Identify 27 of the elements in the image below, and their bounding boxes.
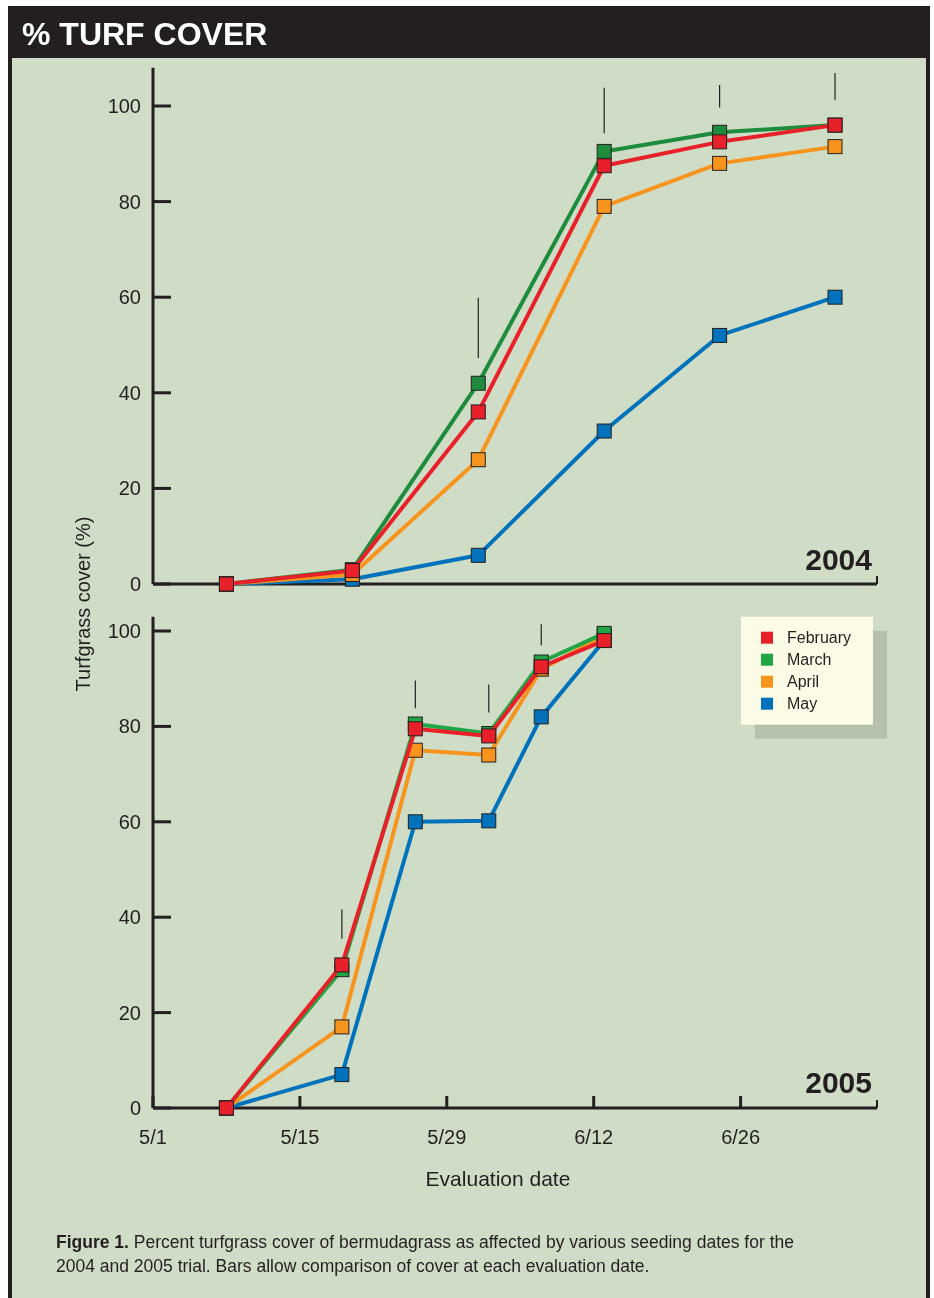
x-tick-label: 6/12	[574, 1126, 614, 1148]
y-tick-label: 60	[118, 286, 141, 309]
y-tick-label: 60	[118, 810, 141, 833]
y-tick-label: 0	[129, 1097, 141, 1119]
y-tick-label: 0	[129, 573, 141, 595]
y-tick-label: 80	[118, 190, 141, 213]
y-tick-label: 20	[118, 1001, 141, 1024]
x-tick-label: 5/29	[427, 1126, 467, 1148]
legend-label: May	[787, 695, 818, 713]
legend-label: April	[787, 673, 820, 691]
y-tick-label: 100	[107, 95, 141, 117]
y-tick-label: 80	[118, 715, 141, 738]
x-tick-label: 6/26	[721, 1126, 761, 1148]
y-tick-label: 40	[118, 906, 141, 929]
caption: Figure 1. Percent turfgrass cover of bermudagrass as affected by various seeding dates for the 2004 and 2005 trial. Bars allow comparison of cover at each evaluation date.	[56, 1232, 794, 1276]
x-tick-label: 5/15	[280, 1126, 320, 1148]
y-tick-label: 20	[118, 477, 141, 500]
y-axis-title: Turfgrass cover (%)	[72, 516, 94, 692]
legend-label: February	[787, 629, 852, 647]
text: 2005	[805, 1066, 872, 1099]
text: 2004	[805, 543, 873, 576]
chart-title: % TURF COVER	[22, 16, 268, 52]
y-tick-label: 100	[107, 620, 141, 642]
y-tick-label: 40	[118, 381, 141, 404]
x-tick-label: 5/1	[139, 1126, 167, 1148]
legend-label: March	[787, 651, 832, 669]
x-axis-title: Evaluation date	[425, 1167, 571, 1190]
